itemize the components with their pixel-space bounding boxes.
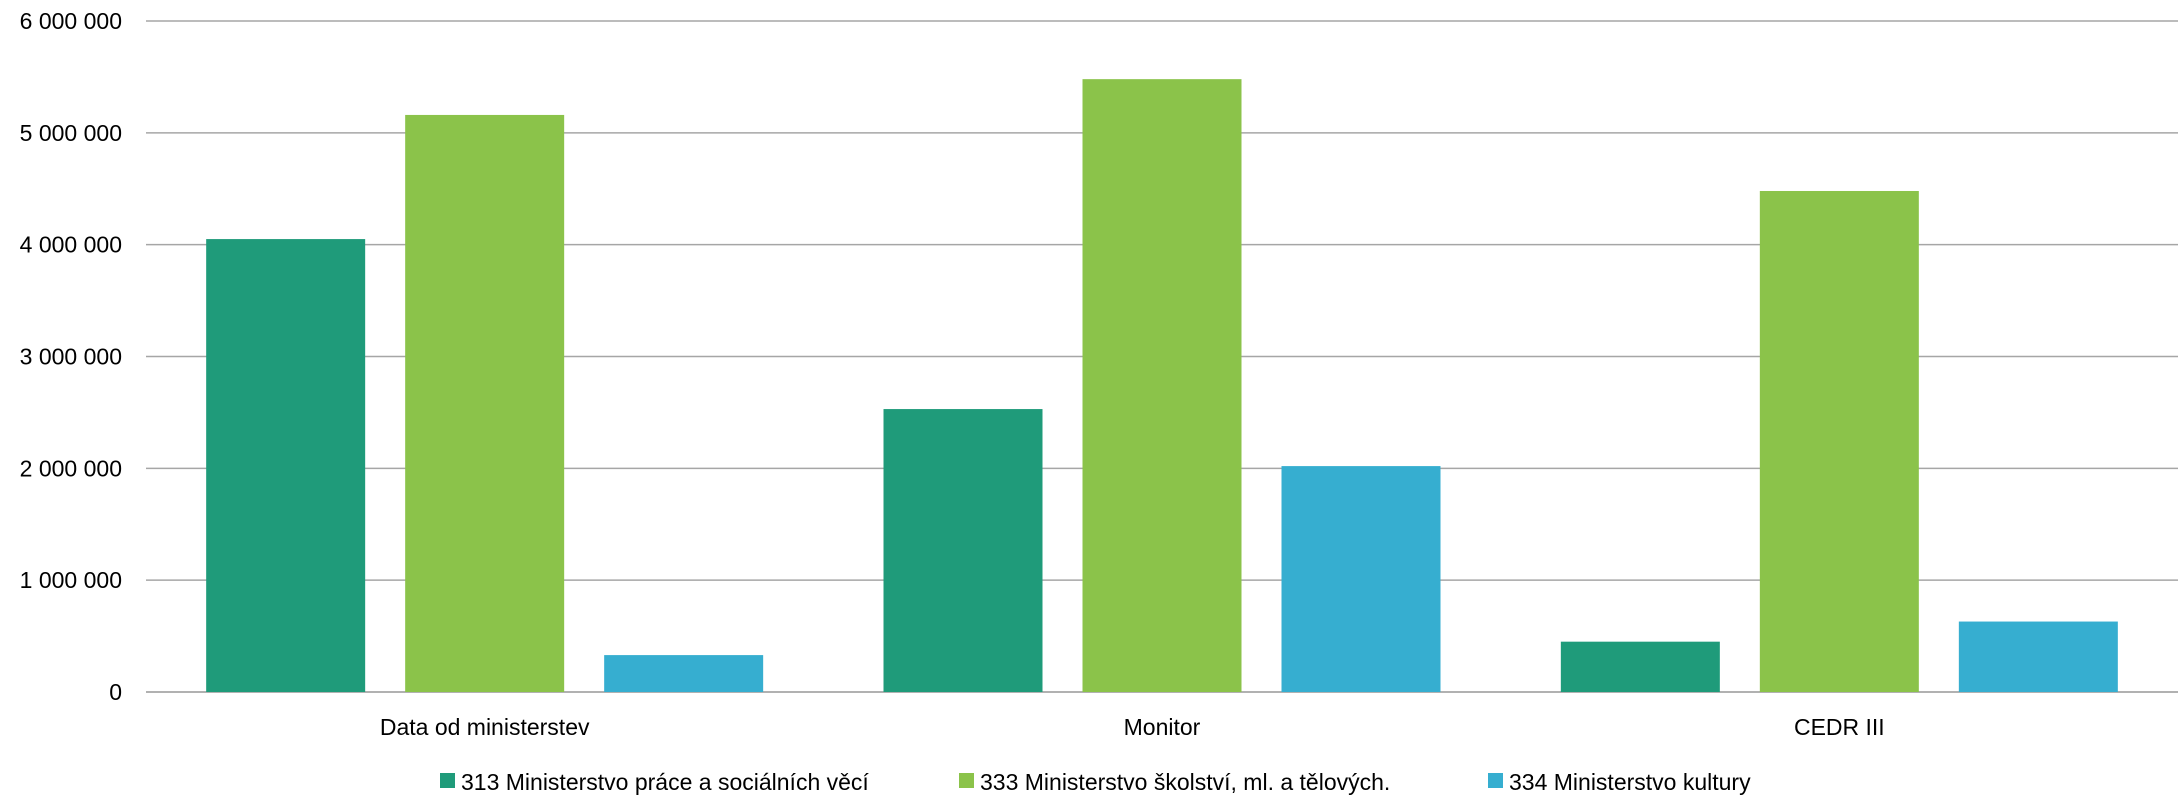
- legend: 313 Ministerstvo práce a sociálních věcí…: [440, 769, 1751, 795]
- legend-swatch: [959, 773, 974, 788]
- y-tick-label: 6 000 000: [20, 8, 122, 34]
- legend-swatch: [440, 773, 455, 788]
- legend-label: 334 Ministerstvo kultury: [1509, 769, 1751, 795]
- bar-3-1: [604, 655, 764, 692]
- x-category-label: Monitor: [1124, 714, 1201, 740]
- y-tick-label: 4 000 000: [20, 232, 122, 258]
- bar-3-2: [1281, 466, 1441, 692]
- x-category-label: Data od ministerstev: [380, 714, 590, 740]
- y-axis-tick-labels: 0 1 000 000 2 000 000 3 000 000 4 000 000 5 0…: [20, 8, 122, 705]
- bar-2-2: [1082, 79, 1242, 693]
- legend-label: 333 Ministerstvo školství, ml. a tělovýc…: [980, 769, 1390, 795]
- y-tick-label: 5 000 000: [20, 120, 122, 146]
- y-tick-label: 1 000 000: [20, 567, 122, 593]
- bar-1-2: [883, 409, 1043, 692]
- x-category-label: CEDR III: [1794, 714, 1885, 740]
- bar-2-3: [1759, 190, 1919, 692]
- y-tick-label: 0: [109, 679, 122, 705]
- bar-3-3: [1958, 621, 2118, 692]
- x-axis-category-labels: Data od ministerstev Monitor CEDR III: [380, 714, 1885, 740]
- legend-swatch: [1488, 773, 1503, 788]
- bar-1-3: [1560, 641, 1720, 692]
- y-tick-label: 2 000 000: [20, 455, 122, 481]
- legend-label: 313 Ministerstvo práce a sociálních věcí: [461, 769, 869, 795]
- bar-2-1: [405, 114, 565, 692]
- y-tick-label: 3 000 000: [20, 344, 122, 370]
- bars: [206, 79, 2118, 693]
- bar-1-1: [206, 239, 366, 692]
